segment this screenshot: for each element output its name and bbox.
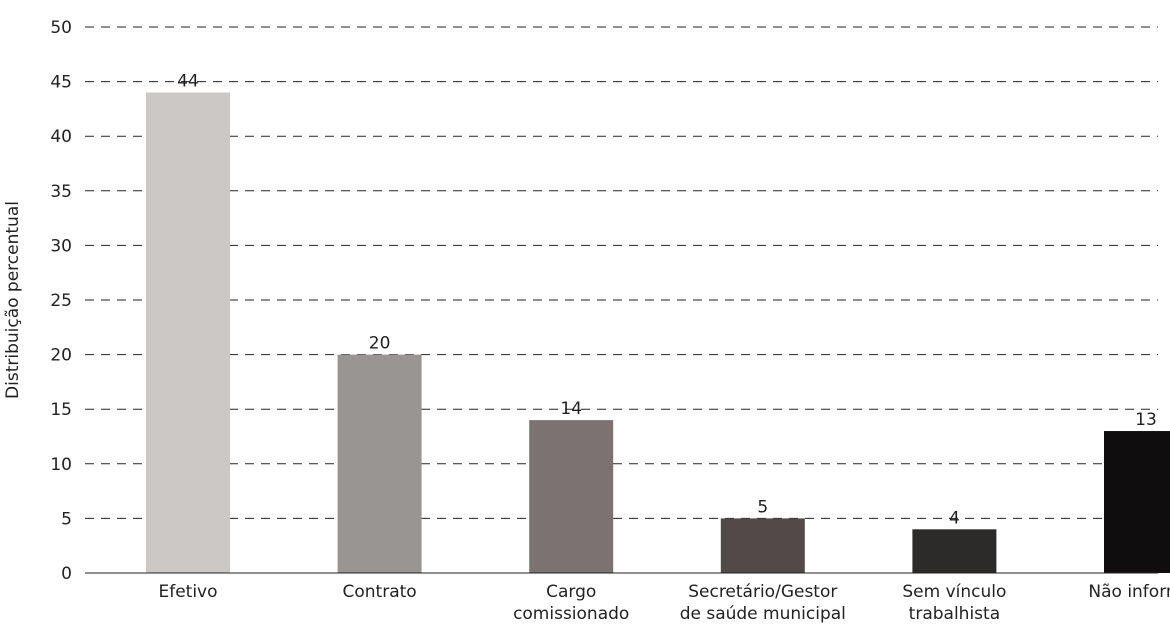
y-tick-label: 0 — [61, 564, 72, 584]
data-label: 5 — [757, 497, 768, 517]
data-label: 14 — [560, 399, 582, 419]
y-tick-label: 25 — [50, 291, 72, 311]
bar — [1104, 431, 1170, 573]
bar — [529, 420, 614, 573]
category-label: Cargo comissionado — [513, 582, 629, 624]
category-labels: Efetivo Contrato Cargo comissionado Secretár… — [158, 582, 1170, 624]
data-label: 20 — [369, 334, 391, 354]
category-label: Sem vínculo trabalhista — [902, 582, 1006, 624]
y-tick-label: 35 — [50, 182, 72, 202]
data-label: 13 — [1135, 410, 1157, 430]
bar — [912, 529, 997, 573]
y-tick-label: 5 — [61, 509, 72, 529]
y-tick-labels: 0 5 10 15 20 25 30 35 40 45 50 — [50, 18, 72, 584]
bar — [720, 518, 805, 573]
y-tick-label: 15 — [50, 400, 72, 420]
category-label: Não informou — [1088, 582, 1170, 602]
y-tick-label: 50 — [50, 18, 72, 38]
data-label: 44 — [177, 72, 199, 92]
y-tick-label: 30 — [50, 236, 72, 256]
category-label: Contrato — [343, 582, 417, 602]
bar — [146, 92, 230, 574]
y-tick-label: 10 — [50, 455, 72, 475]
category-label: Efetivo — [158, 582, 217, 602]
category-label: Secretário/Gestor de saúde municipal — [680, 582, 846, 624]
y-tick-label: 45 — [50, 73, 72, 93]
data-label: 4 — [949, 508, 960, 528]
data-labels: 44 20 14 5 4 13 — [177, 72, 1157, 529]
bar — [337, 354, 422, 573]
y-axis-title: Distribuição percentual — [3, 201, 23, 399]
y-tick-label: 20 — [50, 346, 72, 366]
y-tick-label: 40 — [50, 127, 72, 147]
bars — [146, 92, 1170, 574]
grid-lines — [85, 26, 1158, 519]
